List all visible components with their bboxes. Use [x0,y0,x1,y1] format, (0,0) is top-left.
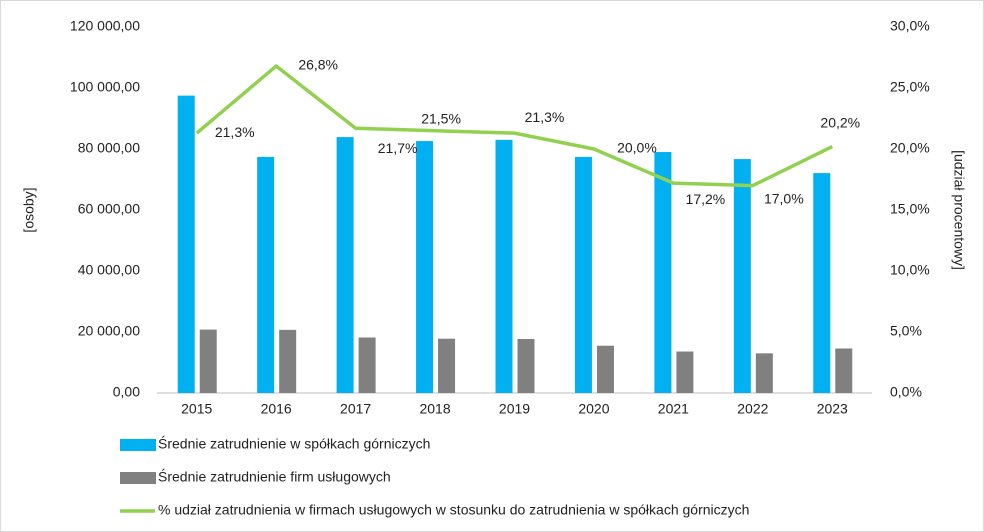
data-label: 17,0% [764,190,804,206]
bar [813,173,831,393]
bar [495,139,513,393]
bar [279,329,297,393]
data-label: 17,2% [686,191,726,207]
bar [676,351,694,393]
y2-tick-label: 25,0% [890,79,930,95]
y-tick-label: 20 000,00 [78,323,140,339]
bar [416,141,434,393]
legend-label: % udział zatrudnienia w firmach usługowy… [158,502,749,518]
data-label: 21,5% [421,110,461,126]
data-label: 20,2% [820,114,860,130]
bar [654,152,672,393]
bar [358,337,376,393]
bar [733,159,751,393]
y2-axis-label: [udział procentowy] [951,150,967,270]
data-label: 21,3% [215,124,255,140]
legend-swatch [120,439,156,451]
bar [438,338,456,393]
bar [199,329,217,393]
y2-tick-label: 15,0% [890,201,930,217]
line [195,64,834,188]
x-tick-label: 2023 [817,401,848,417]
y-tick-label: 60 000,00 [78,201,140,217]
legend-label: Średnie zatrudnienie w spółkach górniczy… [158,435,430,452]
bar [177,95,195,393]
x-tick-label: 2019 [499,401,530,417]
y-axis-label: [osoby] [21,187,37,232]
data-label: 20,0% [617,140,657,156]
bar [596,345,614,393]
x-tick-label: 2015 [181,401,212,417]
x-tick-label: 2017 [340,401,371,417]
y2-tick-label: 5,0% [890,323,922,339]
bar [755,353,773,393]
bar [835,348,853,393]
bar [336,137,354,393]
x-tick-label: 2020 [578,401,609,417]
y2-tick-label: 10,0% [890,262,930,278]
y2-tick-label: 20,0% [890,140,930,156]
y-tick-label: 0,00 [113,384,140,400]
y-tick-label: 40 000,00 [78,262,140,278]
legend-label: Średnie zatrudnienie firm usługowych [158,468,391,485]
data-label: 21,3% [525,109,565,125]
bar [517,339,535,393]
bar [257,156,275,393]
bar [574,156,592,393]
x-tick-label: 2016 [261,401,292,417]
data-label: 21,7% [378,140,418,156]
x-tick-label: 2018 [419,401,450,417]
y-tick-label: 120 000,00 [70,18,140,34]
legend-swatch [120,472,156,484]
x-tick-label: 2021 [658,401,689,417]
y2-tick-label: 30,0% [890,18,930,34]
x-tick-label: 2022 [737,401,768,417]
y-tick-label: 80 000,00 [78,140,140,156]
y-tick-label: 100 000,00 [70,79,140,95]
data-label: 26,8% [298,57,338,73]
y2-tick-label: 0,0% [890,384,922,400]
